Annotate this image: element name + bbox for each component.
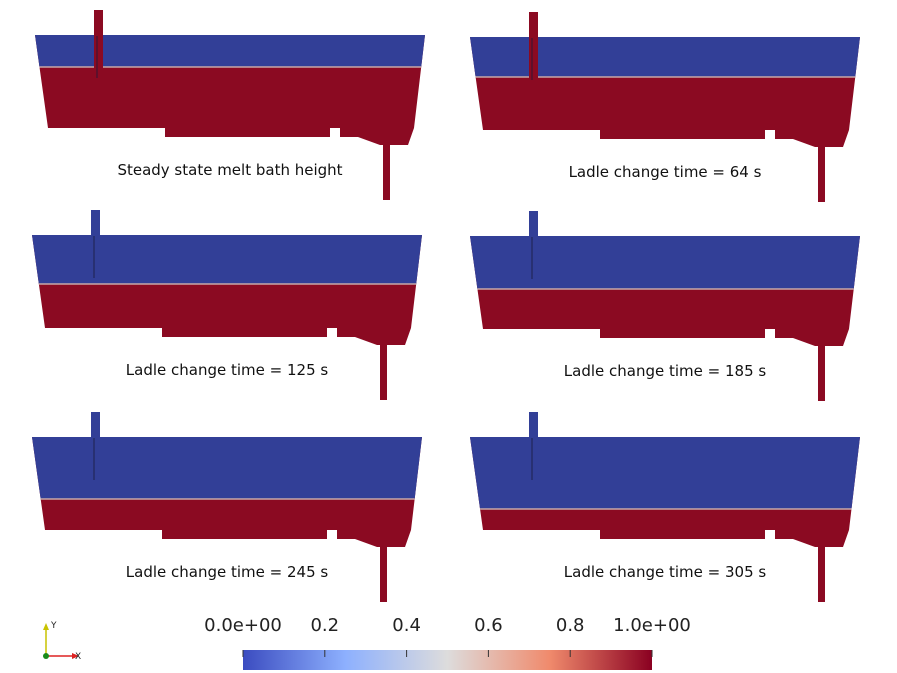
tundish-panel: Ladle change time = 64 s: [470, 12, 860, 202]
ladle-shroud: [529, 12, 538, 80]
melt-body: [35, 35, 425, 145]
colorbar-tick-label: 1.0e+00: [613, 615, 691, 636]
panels: Steady state melt bath height Ladle chang…: [32, 10, 860, 602]
outlet-nozzle: [818, 146, 825, 202]
outlet-nozzle: [380, 546, 387, 602]
gas-phase: [35, 35, 425, 67]
melt-body: [32, 235, 422, 345]
outlet-nozzle: [818, 546, 825, 602]
melt-body: [470, 37, 860, 147]
melt-body: [470, 236, 860, 346]
ladle-shroud: [94, 10, 103, 78]
outlet-nozzle: [380, 344, 387, 400]
gas-phase: [32, 437, 422, 499]
tundish-panel: Ladle change time = 245 s: [32, 412, 422, 602]
colorbar-ticks: 0.0e+00 0.2 0.4 0.6 0.8 1.0e+00: [204, 615, 691, 657]
colorbar-tick-label: 0.2: [310, 615, 339, 636]
colorbar-tick-label: 0.4: [392, 615, 421, 636]
tundish-panel: Ladle change time = 125 s: [32, 210, 422, 400]
colorbar: [243, 650, 652, 670]
y-arrow-head: [43, 623, 49, 630]
tundish-panel: Steady state melt bath height: [35, 10, 425, 200]
tundish-panel: Ladle change time = 185 s: [470, 211, 860, 401]
ladle-shroud: [529, 412, 538, 480]
x-axis-label: X: [75, 652, 81, 662]
colorbar-tick-label: 0.0e+00: [204, 615, 282, 636]
gas-phase: [470, 37, 860, 77]
panel-caption: Ladle change time = 245 s: [126, 563, 329, 581]
gas-phase: [32, 235, 422, 284]
melt-body: [32, 437, 422, 547]
y-axis-label: Y: [50, 621, 57, 631]
gas-phase: [470, 437, 860, 509]
z-axis-dot: [43, 653, 49, 659]
colorbar-tick-label: 0.6: [474, 615, 503, 636]
melt-body: [470, 437, 860, 547]
tundish-panel: Ladle change time = 305 s: [470, 412, 860, 602]
ladle-shroud: [529, 211, 538, 279]
panel-caption: Ladle change time = 305 s: [564, 563, 767, 581]
panel-caption: Steady state melt bath height: [117, 161, 342, 179]
x-arrow-head: [72, 653, 79, 659]
ladle-shroud: [91, 210, 100, 278]
panel-caption: Ladle change time = 64 s: [569, 163, 762, 181]
panel-caption: Ladle change time = 125 s: [126, 361, 329, 379]
ladle-shroud: [91, 412, 100, 480]
axes-triad: Y X: [43, 621, 81, 662]
outlet-nozzle: [818, 345, 825, 401]
panel-caption: Ladle change time = 185 s: [564, 362, 767, 380]
gas-phase: [470, 236, 860, 289]
outlet-nozzle: [383, 144, 390, 200]
colorbar-tick-label: 0.8: [556, 615, 585, 636]
